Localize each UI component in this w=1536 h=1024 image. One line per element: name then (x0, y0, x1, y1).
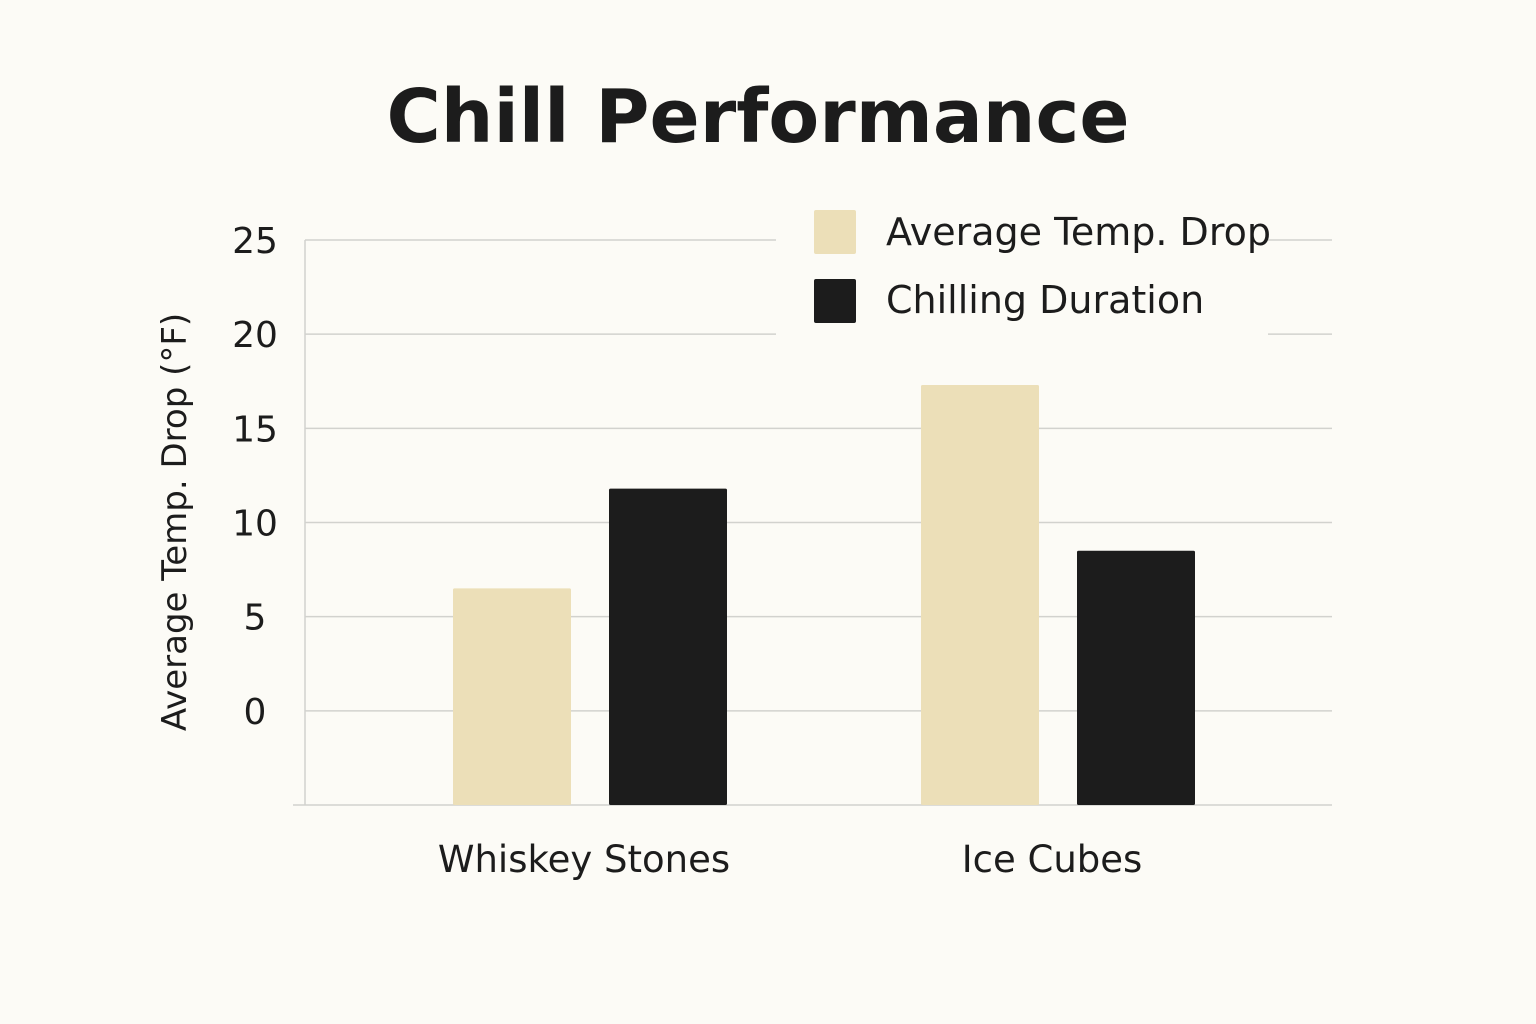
y-tick-label: 0 (244, 692, 267, 733)
legend-swatch-chilling-duration (814, 279, 856, 323)
y-tick-label: 20 (232, 315, 278, 356)
x-category-label: Whiskey Stones (438, 838, 730, 881)
y-tick-label: 10 (232, 504, 278, 545)
legend-label-chilling-duration: Chilling Duration (886, 278, 1204, 322)
chart-title: Chill Performance (386, 74, 1129, 160)
bar-ice-cubes-average-temp-drop (921, 385, 1039, 805)
category-labels: Whiskey Stones Ice Cubes (438, 838, 1142, 881)
x-category-label: Ice Cubes (962, 838, 1143, 881)
legend-label-average-temp-drop: Average Temp. Drop (886, 210, 1271, 254)
y-tick-label: 15 (232, 409, 278, 450)
legend-swatch-average-temp-drop (814, 210, 856, 254)
bar-whiskey-stones-average-temp-drop (453, 588, 571, 805)
legend-background (776, 196, 1268, 336)
y-axis-label: Average Temp. Drop (°F) (155, 313, 195, 731)
bars (453, 385, 1195, 805)
bar-ice-cubes-chilling-duration (1077, 550, 1195, 805)
bar-whiskey-stones-chilling-duration (609, 488, 727, 805)
y-tick-label: 5 (244, 598, 267, 639)
y-tick-labels: 0 5 10 15 20 25 (232, 221, 278, 733)
y-tick-label: 25 (232, 221, 278, 262)
legend: Average Temp. Drop Chilling Duration (776, 196, 1271, 336)
